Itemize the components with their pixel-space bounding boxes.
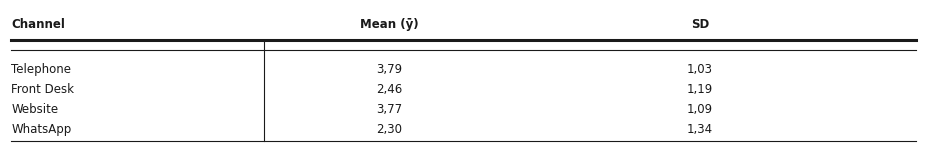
Text: 3,79: 3,79 — [376, 63, 402, 76]
Text: 2,30: 2,30 — [376, 123, 402, 136]
Text: 3,77: 3,77 — [376, 103, 402, 116]
Text: SD: SD — [691, 18, 709, 31]
Text: Website: Website — [11, 103, 58, 116]
Text: 1,09: 1,09 — [687, 103, 713, 116]
Text: WhatsApp: WhatsApp — [11, 123, 71, 136]
Text: Front Desk: Front Desk — [11, 83, 74, 96]
Text: 1,19: 1,19 — [687, 83, 713, 96]
Text: Telephone: Telephone — [11, 63, 71, 76]
Text: Channel: Channel — [11, 18, 65, 31]
Text: 1,34: 1,34 — [687, 123, 713, 136]
Text: 1,03: 1,03 — [687, 63, 713, 76]
Text: 2,46: 2,46 — [376, 83, 402, 96]
Text: Mean (ȳ): Mean (ȳ) — [360, 18, 419, 31]
